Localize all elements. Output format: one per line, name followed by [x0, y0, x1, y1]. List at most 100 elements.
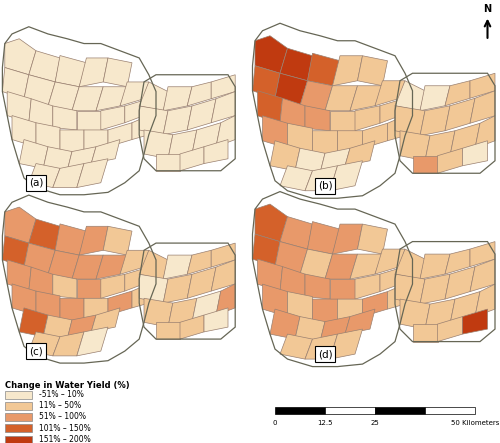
Polygon shape	[445, 98, 475, 131]
Polygon shape	[5, 39, 36, 75]
Polygon shape	[211, 260, 235, 291]
Polygon shape	[2, 236, 29, 267]
Text: 11% – 50%: 11% – 50%	[39, 401, 81, 410]
Polygon shape	[388, 116, 405, 141]
Polygon shape	[19, 308, 48, 337]
Bar	[4, 402, 32, 410]
Polygon shape	[450, 291, 480, 324]
Polygon shape	[144, 130, 173, 159]
Polygon shape	[470, 73, 495, 98]
Polygon shape	[163, 106, 192, 135]
Polygon shape	[308, 222, 340, 254]
Text: N: N	[484, 4, 492, 15]
Polygon shape	[412, 156, 438, 173]
Polygon shape	[139, 274, 168, 303]
Polygon shape	[375, 81, 405, 106]
Polygon shape	[450, 123, 480, 156]
Polygon shape	[445, 267, 475, 299]
Polygon shape	[120, 250, 149, 274]
Polygon shape	[180, 147, 204, 171]
Polygon shape	[305, 166, 338, 191]
Polygon shape	[280, 98, 305, 128]
Polygon shape	[211, 92, 235, 123]
Polygon shape	[216, 284, 235, 315]
Polygon shape	[400, 299, 430, 329]
Text: (d): (d)	[318, 349, 332, 359]
Polygon shape	[358, 56, 388, 86]
Polygon shape	[262, 284, 287, 317]
Bar	[4, 391, 32, 399]
Polygon shape	[270, 309, 300, 339]
Polygon shape	[24, 243, 55, 274]
Polygon shape	[320, 317, 350, 342]
Polygon shape	[332, 56, 362, 86]
Polygon shape	[425, 131, 455, 161]
Polygon shape	[470, 241, 495, 267]
Polygon shape	[53, 332, 84, 356]
Polygon shape	[187, 267, 216, 298]
Polygon shape	[395, 249, 425, 279]
Polygon shape	[475, 116, 495, 148]
Polygon shape	[60, 298, 84, 323]
Polygon shape	[258, 259, 282, 291]
Polygon shape	[358, 224, 388, 254]
Polygon shape	[132, 116, 149, 140]
Polygon shape	[77, 279, 101, 298]
Polygon shape	[156, 323, 180, 339]
Polygon shape	[350, 254, 382, 279]
Polygon shape	[91, 140, 120, 163]
Bar	[425, 408, 475, 414]
Text: 12.5: 12.5	[318, 420, 333, 426]
Polygon shape	[103, 58, 132, 87]
Polygon shape	[216, 116, 235, 147]
Polygon shape	[53, 163, 84, 187]
Polygon shape	[255, 36, 288, 73]
Polygon shape	[280, 334, 312, 359]
Polygon shape	[380, 267, 405, 291]
Polygon shape	[29, 332, 60, 356]
Polygon shape	[60, 130, 84, 154]
Polygon shape	[470, 259, 495, 291]
Polygon shape	[412, 324, 438, 342]
Polygon shape	[345, 141, 375, 166]
Polygon shape	[29, 51, 60, 82]
Polygon shape	[420, 254, 450, 279]
Polygon shape	[211, 75, 235, 99]
Polygon shape	[280, 166, 312, 191]
Polygon shape	[445, 81, 470, 106]
Polygon shape	[330, 329, 362, 359]
Polygon shape	[53, 106, 77, 130]
Polygon shape	[395, 274, 425, 304]
Polygon shape	[275, 241, 308, 274]
Polygon shape	[438, 317, 462, 342]
Polygon shape	[168, 130, 197, 159]
Polygon shape	[72, 87, 103, 111]
Polygon shape	[300, 249, 332, 279]
Bar	[4, 424, 32, 432]
Polygon shape	[470, 91, 495, 123]
Text: 0: 0	[273, 420, 277, 426]
Polygon shape	[101, 106, 125, 130]
Polygon shape	[350, 86, 382, 111]
Polygon shape	[330, 111, 355, 131]
Polygon shape	[77, 159, 108, 187]
Polygon shape	[300, 81, 332, 111]
Polygon shape	[330, 279, 355, 299]
Polygon shape	[96, 87, 127, 111]
Polygon shape	[275, 73, 308, 106]
Polygon shape	[252, 66, 280, 98]
Polygon shape	[462, 309, 487, 334]
Polygon shape	[211, 243, 235, 267]
Polygon shape	[320, 148, 350, 173]
Polygon shape	[355, 274, 380, 299]
Polygon shape	[338, 131, 362, 156]
Polygon shape	[338, 299, 362, 324]
Polygon shape	[420, 274, 450, 304]
Polygon shape	[163, 274, 192, 303]
Bar	[375, 408, 425, 414]
Text: 101% – 150%: 101% – 150%	[39, 424, 91, 433]
Polygon shape	[125, 267, 149, 291]
Text: 51% – 100%: 51% – 100%	[39, 412, 86, 421]
Polygon shape	[262, 116, 287, 148]
Polygon shape	[132, 284, 149, 308]
